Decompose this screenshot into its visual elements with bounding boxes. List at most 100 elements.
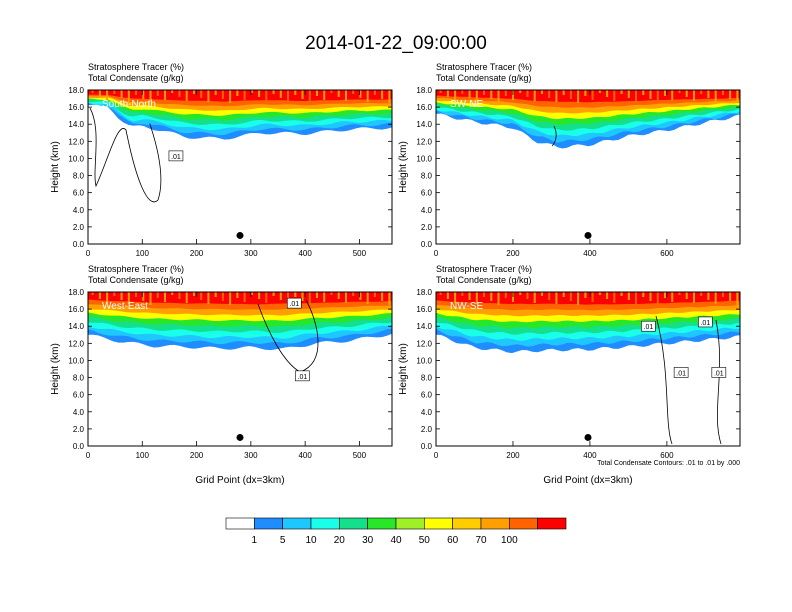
colorbar-swatch [225,517,255,530]
tracer-streak [721,90,724,95]
y-tick-label: 10.0 [416,356,432,365]
tracer-streak [200,292,203,300]
panel-west-east: .01 .01 0.0 2.0 4.0 6.0 8.0 10.0 12.0 14.0 16.0 18.… [50,264,393,486]
panel-label: West-East [102,301,148,312]
x-axis-label: Grid Point (dx=3km) [195,475,284,486]
y-tick-label: 0.0 [73,240,85,249]
tracer-streak [664,90,666,96]
tracer-streak [287,90,289,102]
x-tick-label: 500 [353,249,367,258]
x-tick-label: 0 [86,451,91,460]
tracer-streak [373,292,376,297]
y-tick-label: 16.0 [68,305,84,314]
tracer-streak [548,292,551,300]
tracer-streak [569,90,572,99]
y-axis-label: Height (km) [50,343,61,395]
tracer-streak [294,292,297,297]
tracer-streak [649,90,652,99]
tracer-streak [620,292,623,296]
colorbar-label: 10 [305,535,317,546]
tracer-streak [127,292,130,304]
y-tick-label: 14.0 [68,120,84,129]
tracer-streak [541,90,543,94]
panel-header: Stratosphere Tracer (%) [436,264,532,274]
y-tick-label: 14.0 [416,322,432,331]
tracer-streak [308,90,311,103]
x-tick-label: 400 [298,451,312,460]
colorbar-swatch [254,517,283,530]
colorbar-swatch [452,517,482,530]
tracer-streak [685,292,688,299]
y-tick-label: 8.0 [73,172,85,181]
tracer-streak [388,90,391,103]
colorbar-label: 50 [419,535,431,546]
tracer-streak [279,90,282,98]
tracer-streak [606,292,609,299]
tracer-streak [454,292,457,303]
tracer-streak [635,292,637,304]
condensate-contour [551,125,557,147]
tracer-streak [664,292,666,298]
contour-label: .01 [644,324,654,331]
y-tick-label: 10.0 [68,154,84,163]
tracer-streak [120,292,123,300]
panel-nw-se: .01 .01 .01 .01 0.0 2.0 4.0 6.0 8.0 10.0 12.0 14.0 1… [398,264,741,486]
tracer-streak [584,292,587,298]
tracer-streak [598,90,601,93]
tracer-streak [193,90,195,94]
panel-sw-ne: 0.0 2.0 4.0 6.0 8.0 10.0 12.0 14.0 16.0 18.0 0 200 4… [398,62,741,258]
tracer-streak [258,90,261,97]
tracer-streak [135,292,137,297]
colorbar-label: 5 [280,535,286,546]
tracer-streak [236,292,239,298]
y-tick-label: 6.0 [421,391,433,400]
x-axis-label: Grid Point (dx=3km) [543,475,632,486]
y-tick-label: 4.0 [421,408,433,417]
y-tick-label: 12.0 [416,339,432,348]
tracer-streak [214,292,217,297]
tracer-field [88,292,392,351]
tracer-streak [171,292,174,295]
tracer-streak [106,292,109,303]
tracer-streak [577,90,580,103]
tracer-streak [243,90,246,100]
tracer-streak [714,90,717,102]
contour-label-box [641,320,656,332]
tracer-streak [221,292,224,301]
tracer-streak [678,90,681,93]
tracer-streak [475,292,478,304]
colorbar-swatch [338,517,368,530]
tracer-field [88,90,392,140]
tracer-streak [272,90,275,94]
tracer-streak [127,90,130,102]
tracer-streak [721,292,724,297]
tracer-streak [555,292,558,304]
tracer-streak [279,292,282,300]
y-tick-label: 6.0 [73,189,85,198]
x-tick-label: 400 [298,249,312,258]
tracer-streak [526,292,529,299]
contour-label-box [168,150,184,162]
y-tick-label: 8.0 [421,374,433,383]
x-tick-label: 200 [506,451,520,460]
tracer-streak [236,90,239,96]
tracer-streak [164,90,166,100]
tracer-streak [193,292,195,296]
tracer-streak [627,292,630,300]
tracer-streak [323,292,326,302]
colorbar-swatch [367,517,397,530]
contour-label: .01 [289,301,299,308]
tracer-streak [642,90,645,95]
tracer-streak [185,292,188,303]
tracer-streak [294,90,297,95]
y-tick-label: 4.0 [421,206,433,215]
colorbar-swatch [395,517,425,530]
tracer-streak [729,90,732,99]
y-tick-label: 10.0 [68,356,84,365]
y-tick-label: 2.0 [421,223,433,232]
tracer-streak [468,90,471,98]
tracer-streak [221,90,224,99]
tracer-streak [562,90,565,95]
panel-label: South-North [102,99,156,110]
